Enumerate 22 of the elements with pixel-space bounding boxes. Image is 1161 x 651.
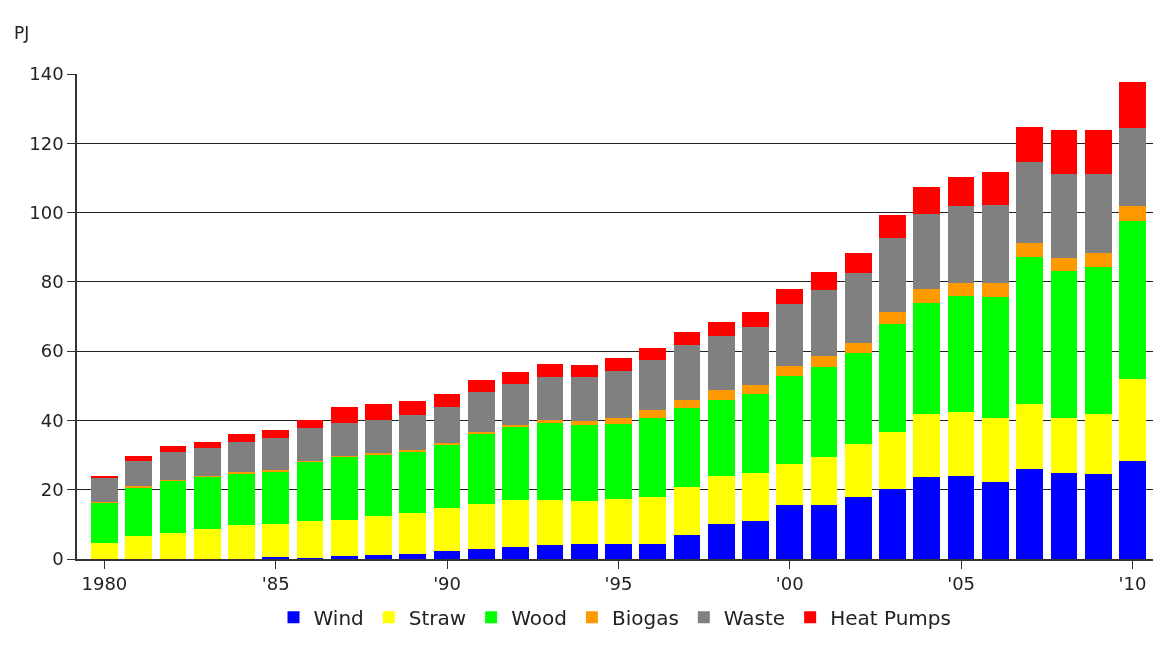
y-tick-label: 0 bbox=[52, 548, 64, 570]
y-tick-label: 120 bbox=[29, 132, 64, 154]
y-axis-title: PJ bbox=[14, 23, 30, 43]
x-tick-label: '85 bbox=[261, 573, 290, 595]
legend-label: Wood bbox=[511, 606, 567, 631]
legend-label: Straw bbox=[408, 606, 467, 631]
y-tick-label: 40 bbox=[40, 409, 64, 431]
y-tick-label: 80 bbox=[40, 271, 64, 293]
legend-label: Heat Pumps bbox=[830, 606, 951, 631]
y-tick-label: 60 bbox=[40, 340, 64, 362]
x-tick-label: '10 bbox=[1118, 573, 1147, 595]
legend-label: Biogas bbox=[611, 606, 679, 631]
x-tick-label: '90 bbox=[433, 573, 462, 595]
y-tick-label: 20 bbox=[40, 479, 64, 501]
y-tick-label: 140 bbox=[29, 63, 64, 85]
x-tick-label: '05 bbox=[947, 573, 976, 595]
legend-label: Wind bbox=[313, 606, 364, 631]
x-tick-label: '00 bbox=[775, 573, 804, 595]
y-tick-label: 100 bbox=[29, 201, 64, 223]
legend-label: Waste bbox=[723, 606, 786, 631]
x-tick-label: '95 bbox=[604, 573, 633, 595]
x-tick-label: 1980 bbox=[81, 573, 128, 595]
